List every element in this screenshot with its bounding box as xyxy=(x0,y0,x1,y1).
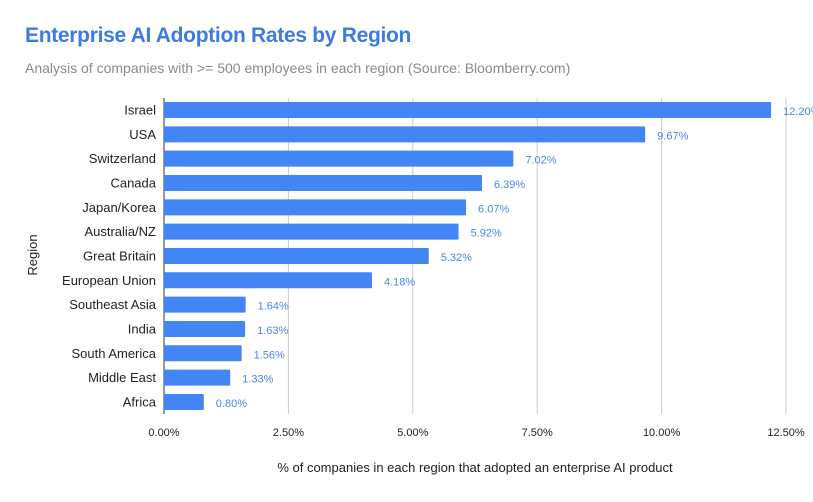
chart-subtitle: Analysis of companies with >= 500 employ… xyxy=(25,60,571,76)
bar xyxy=(164,126,646,143)
category-label: India xyxy=(128,321,157,336)
category-label: Great Britain xyxy=(83,248,156,263)
x-tick-label: 2.50% xyxy=(273,427,304,439)
y-axis-label: Region xyxy=(25,234,40,275)
bar xyxy=(164,102,772,118)
bar xyxy=(164,247,429,264)
category-label: Southeast Asia xyxy=(69,297,156,312)
category-label: Japan/Korea xyxy=(82,200,156,215)
data-label: 0.80% xyxy=(216,398,247,410)
bar xyxy=(164,345,242,362)
x-tick-label: 0.00% xyxy=(148,427,179,439)
data-label: 1.63% xyxy=(257,325,288,337)
x-tick-label: 5.00% xyxy=(397,427,428,439)
x-tick-label: 10.00% xyxy=(643,427,681,439)
data-label: 1.56% xyxy=(254,349,285,361)
x-axis-label: % of companies in each region that adopt… xyxy=(277,460,673,475)
category-label: Africa xyxy=(123,394,157,409)
chart-title: Enterprise AI Adoption Rates by Region xyxy=(25,24,412,47)
category-label: European Union xyxy=(62,273,156,288)
data-label: 6.39% xyxy=(494,179,525,191)
category-label: Australia/NZ xyxy=(84,224,156,239)
data-label: 5.32% xyxy=(441,252,472,264)
bar xyxy=(164,320,246,337)
bar xyxy=(164,296,246,313)
data-label: 6.07% xyxy=(478,203,509,215)
data-label: 7.02% xyxy=(525,155,556,167)
data-label: 5.92% xyxy=(471,228,502,240)
data-label: 4.18% xyxy=(384,276,415,288)
data-label: 12.20% xyxy=(783,106,813,118)
x-tick-label: 7.50% xyxy=(522,427,553,439)
bar xyxy=(164,223,459,240)
bar xyxy=(164,174,482,191)
category-label: Israel xyxy=(124,103,156,118)
category-label: Switzerland xyxy=(89,151,156,166)
category-label: Canada xyxy=(110,175,156,190)
data-label: 1.64% xyxy=(258,301,289,313)
data-label: 9.67% xyxy=(657,130,688,142)
bar xyxy=(164,369,231,386)
bar xyxy=(164,272,372,289)
category-label: USA xyxy=(129,127,156,142)
category-label: Middle East xyxy=(88,370,156,385)
bar xyxy=(164,199,467,216)
bar xyxy=(164,150,514,167)
category-label: South America xyxy=(71,346,156,361)
x-tick-label: 12.50% xyxy=(767,427,805,439)
data-label: 1.33% xyxy=(242,374,273,386)
bar xyxy=(164,393,204,410)
